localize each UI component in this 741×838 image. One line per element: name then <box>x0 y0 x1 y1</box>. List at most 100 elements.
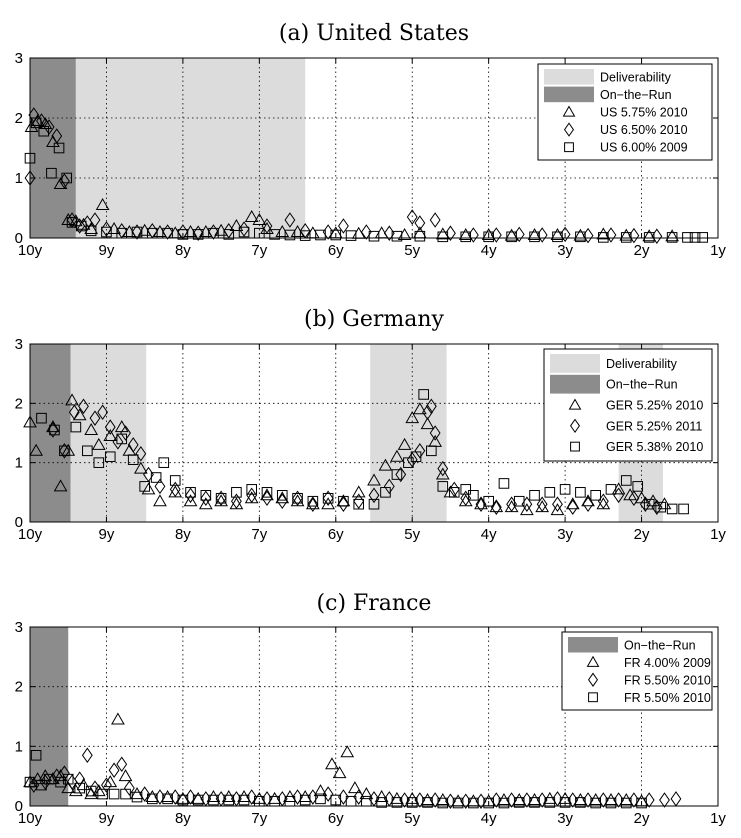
data-point-square <box>299 794 311 806</box>
data-point-square <box>231 487 242 498</box>
data-point-square <box>632 481 644 492</box>
x-tick-label: 8y <box>175 810 191 827</box>
data-point-triangle <box>260 488 274 501</box>
legend-swatch <box>550 374 600 394</box>
data-point-diamond <box>43 119 55 135</box>
x-tick-label: 1y <box>710 526 726 543</box>
data-point-square <box>513 797 525 808</box>
data-point-square <box>246 484 257 495</box>
data-point-diamond <box>597 493 609 510</box>
data-point-square <box>483 495 494 507</box>
data-point-square <box>185 487 196 498</box>
data-point-square <box>36 412 47 424</box>
data-point-square <box>345 230 357 241</box>
series-square <box>36 389 689 515</box>
data-point-square <box>269 795 280 807</box>
data-point-square <box>238 794 250 806</box>
data-point-diamond <box>360 224 372 240</box>
data-point-diamond <box>448 481 460 498</box>
y-tick-label: 1 <box>15 738 23 755</box>
data-point-diamond <box>284 212 296 228</box>
data-point-triangle <box>550 503 565 516</box>
data-point-triangle <box>275 491 290 504</box>
data-point-square <box>254 795 265 807</box>
panel-france: (c) France 10y 9y 8y 7y 6y 5y 4y 3y 2y 1y 0 1 2 3 On−th… <box>15 591 727 827</box>
legend-swatch <box>550 354 600 373</box>
data-point-diamond <box>460 490 472 507</box>
data-point-square <box>406 797 418 808</box>
data-point-square <box>330 229 342 241</box>
data-point-diamond <box>74 771 86 787</box>
legend-label: On−the−Run <box>600 88 672 102</box>
data-point-diamond <box>116 756 128 773</box>
data-point-square <box>666 232 678 243</box>
data-point-diamond <box>513 226 525 243</box>
data-point-diamond <box>108 762 120 778</box>
data-point-square <box>46 167 57 179</box>
data-point-square <box>552 231 563 243</box>
data-point-diamond <box>383 225 395 241</box>
data-point-diamond <box>628 490 640 507</box>
data-point-diamond <box>104 419 116 435</box>
data-point-diamond <box>299 223 311 239</box>
data-point-square <box>169 475 181 486</box>
data-point-diamond <box>185 487 196 504</box>
data-point-triangle <box>69 784 83 797</box>
legend-label: Deliverability <box>600 70 672 84</box>
data-point-diamond <box>322 490 334 507</box>
data-point-diamond <box>120 425 131 441</box>
data-point-square <box>299 230 311 241</box>
data-point-triangle <box>435 467 450 480</box>
data-point-triangle <box>348 781 362 794</box>
data-point-diamond <box>192 225 204 241</box>
data-point-triangle <box>565 497 580 510</box>
data-point-square <box>376 797 387 808</box>
data-point-square <box>82 445 93 457</box>
x-tick-label: 10y <box>18 526 43 543</box>
data-point-square <box>544 487 556 498</box>
data-point-square <box>559 797 571 808</box>
data-point-diamond <box>552 791 563 807</box>
data-point-triangle <box>267 791 282 804</box>
data-point-triangle <box>596 227 611 240</box>
data-point-square <box>529 490 540 501</box>
data-point-triangle <box>466 794 481 807</box>
data-point-square <box>269 229 280 240</box>
data-point-triangle <box>84 423 99 436</box>
data-point-square <box>104 451 116 463</box>
data-point-triangle <box>619 793 634 806</box>
y-tick-label: 1 <box>15 455 23 472</box>
data-point-square <box>529 231 540 243</box>
data-point-diamond <box>169 481 181 498</box>
data-point-diamond <box>68 404 80 421</box>
x-tick-label: 7y <box>251 810 267 827</box>
data-point-diamond <box>437 460 449 477</box>
data-point-diamond <box>24 170 36 186</box>
data-point-diamond <box>338 789 349 805</box>
data-point-triangle <box>604 793 618 806</box>
data-point-square <box>403 457 414 468</box>
legend: Deliverability On−the−Run GER 5.25% 2010 GE… <box>543 348 713 462</box>
data-point-square <box>315 229 326 241</box>
data-point-triangle <box>53 479 68 492</box>
data-point-square <box>158 457 170 468</box>
data-point-diamond <box>123 780 135 796</box>
data-point-square <box>448 487 460 498</box>
data-point-diamond <box>81 747 93 764</box>
data-point-square <box>437 797 449 809</box>
data-point-square <box>605 484 617 495</box>
data-point-triangle <box>359 787 374 800</box>
data-point-square <box>307 495 319 507</box>
data-point-diamond <box>58 443 70 459</box>
data-point-square <box>414 230 426 242</box>
data-point-square <box>322 492 334 504</box>
data-point-square <box>261 487 273 498</box>
x-tick-label: 8y <box>175 526 191 543</box>
data-point-triangle <box>405 411 420 424</box>
data-point-square <box>30 749 42 761</box>
data-point-square <box>55 776 66 788</box>
data-point-square <box>131 791 143 803</box>
data-point-diamond <box>78 398 89 415</box>
data-point-square <box>506 231 517 243</box>
